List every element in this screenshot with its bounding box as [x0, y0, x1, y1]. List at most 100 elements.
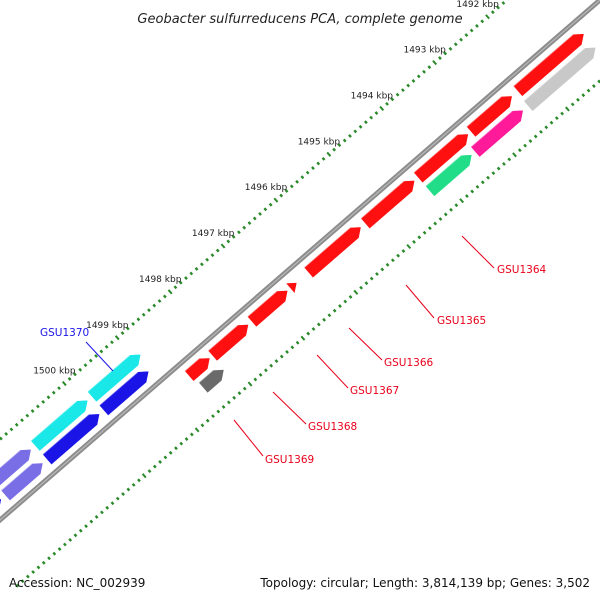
tick-mark	[73, 372, 77, 377]
tick-mark	[390, 97, 395, 102]
gene-label-gsu1370[interactable]: GSU1370	[40, 327, 89, 339]
gene-label-gsu1364[interactable]: GSU1364	[497, 264, 547, 276]
tick-mark	[486, 175, 490, 180]
tick-mark	[78, 367, 83, 372]
gene-arrow[interactable]	[41, 413, 101, 466]
gene-arrow-shine	[0, 449, 21, 469]
gene-arrow[interactable]	[183, 357, 211, 382]
tick-mark	[390, 258, 395, 263]
tick-mark	[157, 299, 162, 303]
tick-mark	[533, 134, 538, 139]
gene-label-gsu1366[interactable]: GSU1366	[384, 357, 434, 369]
gene-arrow[interactable]	[465, 95, 513, 138]
tick-mark	[311, 166, 315, 170]
tick-mark	[258, 372, 263, 377]
tick-mark	[586, 88, 591, 93]
tick-mark	[295, 340, 300, 345]
tick-mark	[279, 354, 284, 359]
label-leader-line	[405, 284, 435, 319]
tick-mark	[114, 335, 120, 341]
tick-mark	[136, 317, 141, 322]
tick-mark	[268, 202, 273, 207]
tick-mark	[200, 423, 205, 428]
tick-mark	[501, 1, 506, 5]
tick-mark	[189, 271, 194, 276]
gene-arrow-shine	[207, 324, 238, 352]
tick-mark	[199, 262, 204, 267]
tick-mark	[305, 170, 310, 175]
gene-label-gsu1367[interactable]: GSU1367	[350, 385, 399, 397]
gene-label-gsu1368[interactable]: GSU1368	[308, 421, 357, 433]
gene-label-gsu1369[interactable]: GSU1369	[265, 454, 314, 466]
gene-arrow[interactable]	[0, 498, 2, 527]
tick-mark	[475, 184, 480, 189]
tick-mark	[496, 166, 501, 171]
gene-arrow[interactable]	[303, 226, 362, 279]
gene-labels: GSU1364 GSU1365 GSU1366 GSU1367 GSU1368 GSU13…	[40, 235, 547, 466]
tick-mark	[411, 79, 416, 83]
tick-mark	[94, 515, 99, 519]
gene-arrow[interactable]	[0, 448, 32, 487]
tick-mark	[252, 216, 257, 221]
tick-mark	[338, 304, 342, 309]
gene-arrow[interactable]	[412, 133, 469, 184]
gene-arrow[interactable]	[0, 462, 44, 502]
tick-mark	[290, 345, 295, 350]
tick-mark	[15, 583, 20, 588]
gene-arrow[interactable]	[246, 290, 289, 328]
tick-mark	[385, 262, 390, 267]
tick-mark	[137, 478, 141, 483]
tick-mark	[385, 101, 389, 106]
tick-mark	[158, 460, 162, 464]
gene-arrow[interactable]	[424, 154, 473, 197]
gene-arrow[interactable]	[284, 282, 298, 295]
tick-mark	[581, 93, 586, 98]
gene-arrow[interactable]	[470, 109, 524, 158]
gene-label-gsu1365[interactable]: GSU1365	[437, 315, 486, 327]
gene-arrow[interactable]	[522, 46, 597, 112]
gene-arrow[interactable]	[98, 370, 150, 417]
gene-arrow[interactable]	[86, 353, 142, 403]
tick-mark	[539, 129, 543, 134]
gene-arrow[interactable]	[512, 33, 585, 97]
tick-mark	[353, 289, 359, 295]
tick-mark	[374, 111, 379, 115]
tick-mark	[131, 322, 135, 326]
tick-mark	[322, 317, 326, 322]
tick-mark	[507, 157, 512, 162]
tick-mark	[184, 276, 188, 280]
tick-mark	[174, 446, 178, 451]
genome-backbone	[0, 0, 600, 524]
gene-arrow[interactable]	[197, 369, 225, 394]
tick-label: 1496 kbp	[245, 183, 288, 193]
tick-mark	[422, 69, 426, 74]
tick-mark	[84, 524, 88, 529]
tick-mark	[168, 450, 173, 455]
tick-mark	[99, 349, 104, 354]
tick-mark	[264, 368, 268, 373]
tick-mark	[523, 143, 527, 148]
gene-arrow-shine	[183, 357, 200, 372]
tick-mark	[400, 88, 405, 93]
tick-mark	[448, 46, 453, 51]
tick-mark	[453, 42, 458, 47]
tick-mark	[94, 354, 98, 358]
tick-mark	[110, 501, 115, 506]
tick-mark	[591, 84, 596, 88]
tick-mark	[88, 358, 93, 363]
gene-arrow[interactable]	[359, 179, 416, 230]
tick-mark	[120, 331, 125, 336]
tick-mark	[57, 386, 61, 391]
gene-arrow[interactable]	[30, 399, 89, 452]
tick-mark	[438, 56, 442, 60]
tick-mark	[47, 556, 51, 561]
gene-arrow[interactable]	[207, 324, 249, 362]
tick-mark	[454, 203, 459, 208]
tick-mark	[406, 243, 412, 250]
tick-mark	[496, 5, 500, 10]
tick-mark	[465, 194, 469, 198]
tick-mark	[25, 413, 30, 418]
tick-mark	[412, 239, 416, 244]
gene-arrow-shine	[424, 154, 462, 187]
tick-mark	[380, 267, 385, 272]
